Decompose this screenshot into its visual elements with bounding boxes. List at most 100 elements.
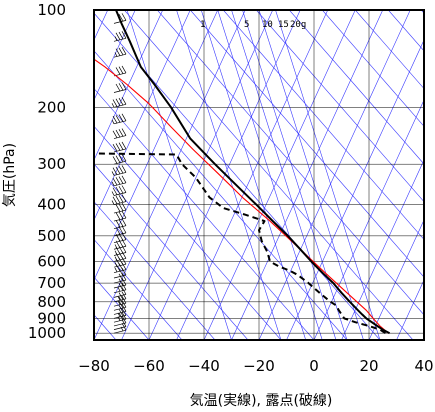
parcel-line xyxy=(94,58,389,334)
adiabat-line xyxy=(94,201,216,340)
adiabat-line xyxy=(94,276,150,340)
wind-barb-flag xyxy=(121,185,127,193)
wind-barb-shaft xyxy=(113,279,127,284)
temperature-line xyxy=(115,10,391,335)
wind-barb-half-flag xyxy=(117,300,121,305)
isotherm-line xyxy=(396,279,424,340)
wind-barb xyxy=(113,202,127,214)
wind-barb-flag xyxy=(115,143,121,151)
wind-barb-flag xyxy=(118,211,124,220)
wind-barb-flag xyxy=(121,210,127,219)
wind-barb-flag xyxy=(118,13,124,22)
wind-barb-flag xyxy=(112,177,118,186)
mixing-ratio-line xyxy=(258,10,364,340)
isotherm-line xyxy=(121,10,274,340)
wind-barb-flag xyxy=(115,220,121,228)
y-tick-label: 200 xyxy=(37,98,66,116)
mixing-ratio-line xyxy=(217,10,323,340)
adiabat-line xyxy=(289,10,424,165)
wind-barb-flag xyxy=(115,67,121,75)
wind-barb-flag xyxy=(115,166,121,175)
wind-barb-flag xyxy=(121,13,127,21)
wind-barb-flag xyxy=(115,32,121,40)
wind-barb-flag xyxy=(121,175,127,183)
adiabat-line xyxy=(94,88,315,340)
wind-barb xyxy=(113,82,127,93)
adiabat-line xyxy=(223,10,424,240)
wind-barb-flag xyxy=(115,48,121,56)
wind-barb-flag xyxy=(115,83,121,92)
wind-barb-flag xyxy=(112,196,118,204)
isotherm-line xyxy=(286,39,424,340)
wind-barb-flag xyxy=(112,156,118,164)
adiabat-line xyxy=(256,10,424,203)
mixing-ratio-label: 1 xyxy=(200,20,205,30)
wind-barb xyxy=(113,277,127,289)
wind-barb-flag xyxy=(118,278,124,286)
wind-barb-half-flag xyxy=(114,244,118,249)
wind-barb-flag xyxy=(121,225,127,234)
y-tick-label: 400 xyxy=(37,196,66,214)
y-tick-label: 900 xyxy=(37,309,66,327)
mixing-ratio-line xyxy=(242,10,348,340)
wind-barb-flag xyxy=(121,282,127,290)
wind-barb-flag xyxy=(121,97,127,105)
adiabat-line xyxy=(322,10,424,127)
wind-barb-flag xyxy=(118,283,124,291)
wind-barb-flag xyxy=(121,141,127,150)
wind-barb-flag xyxy=(121,65,127,74)
wind-barb xyxy=(113,225,127,237)
wind-barb-flag xyxy=(118,97,124,106)
wind-barb-flag xyxy=(121,202,127,211)
mixing-ratio-label: 20g xyxy=(290,20,306,30)
wind-barb-shaft xyxy=(113,322,127,327)
adiabat-line xyxy=(355,10,424,90)
wind-barb xyxy=(113,282,127,294)
wind-barb-flag xyxy=(118,165,124,174)
wind-barb-half-flag xyxy=(111,181,115,186)
isotherm-line xyxy=(94,10,136,101)
wind-barb-shaft xyxy=(113,326,127,330)
y-tick-label: 700 xyxy=(37,274,66,292)
adiabat-line xyxy=(94,238,183,340)
wind-barb-half-flag xyxy=(111,200,115,205)
wind-barb xyxy=(111,97,127,108)
wind-barb-flag xyxy=(118,129,124,137)
x-tick-label: −60 xyxy=(133,357,165,375)
wind-barb-half-flag xyxy=(114,52,118,57)
wind-barb-flag xyxy=(112,99,118,107)
wind-barb xyxy=(112,128,127,139)
wind-barb-flag xyxy=(121,165,127,173)
wind-barb-flag xyxy=(115,212,121,220)
adiabat-line xyxy=(94,12,381,340)
wind-barb-flag xyxy=(121,272,127,281)
wind-barb-shaft xyxy=(113,329,127,334)
y-tick-label: 500 xyxy=(37,227,66,245)
wind-barb-shaft xyxy=(113,307,127,311)
wind-barb-flag xyxy=(115,186,121,195)
mixing-ratio-line xyxy=(200,10,307,340)
x-tick-label: 40 xyxy=(414,357,433,375)
wind-barb-shaft xyxy=(113,294,127,298)
wind-barb-flag xyxy=(121,31,127,39)
guide-lines xyxy=(94,10,424,340)
x-tick-label: −40 xyxy=(188,357,220,375)
wind-barb xyxy=(113,31,127,42)
mixing-ratio-label: 10 xyxy=(262,20,273,30)
wind-barb-flag xyxy=(121,82,127,90)
y-tick-label: 800 xyxy=(37,293,66,311)
wind-barb-half-flag xyxy=(114,262,118,267)
adiabat-line xyxy=(94,163,249,340)
y-tick-label: 300 xyxy=(37,155,66,173)
mixing-ratio-label: 15 xyxy=(278,20,289,30)
wind-barb-flag xyxy=(112,187,118,195)
wind-barb-half-flag xyxy=(111,103,115,108)
wind-barb-half-flag xyxy=(111,119,115,124)
wind-barb-flag xyxy=(115,195,121,204)
y-axis-label: 気圧(hPa) xyxy=(2,143,18,207)
wind-barb-flag xyxy=(115,98,121,106)
wind-barb-flag xyxy=(121,291,127,300)
adiabat-line xyxy=(124,10,414,340)
adiabat-line xyxy=(388,10,424,52)
